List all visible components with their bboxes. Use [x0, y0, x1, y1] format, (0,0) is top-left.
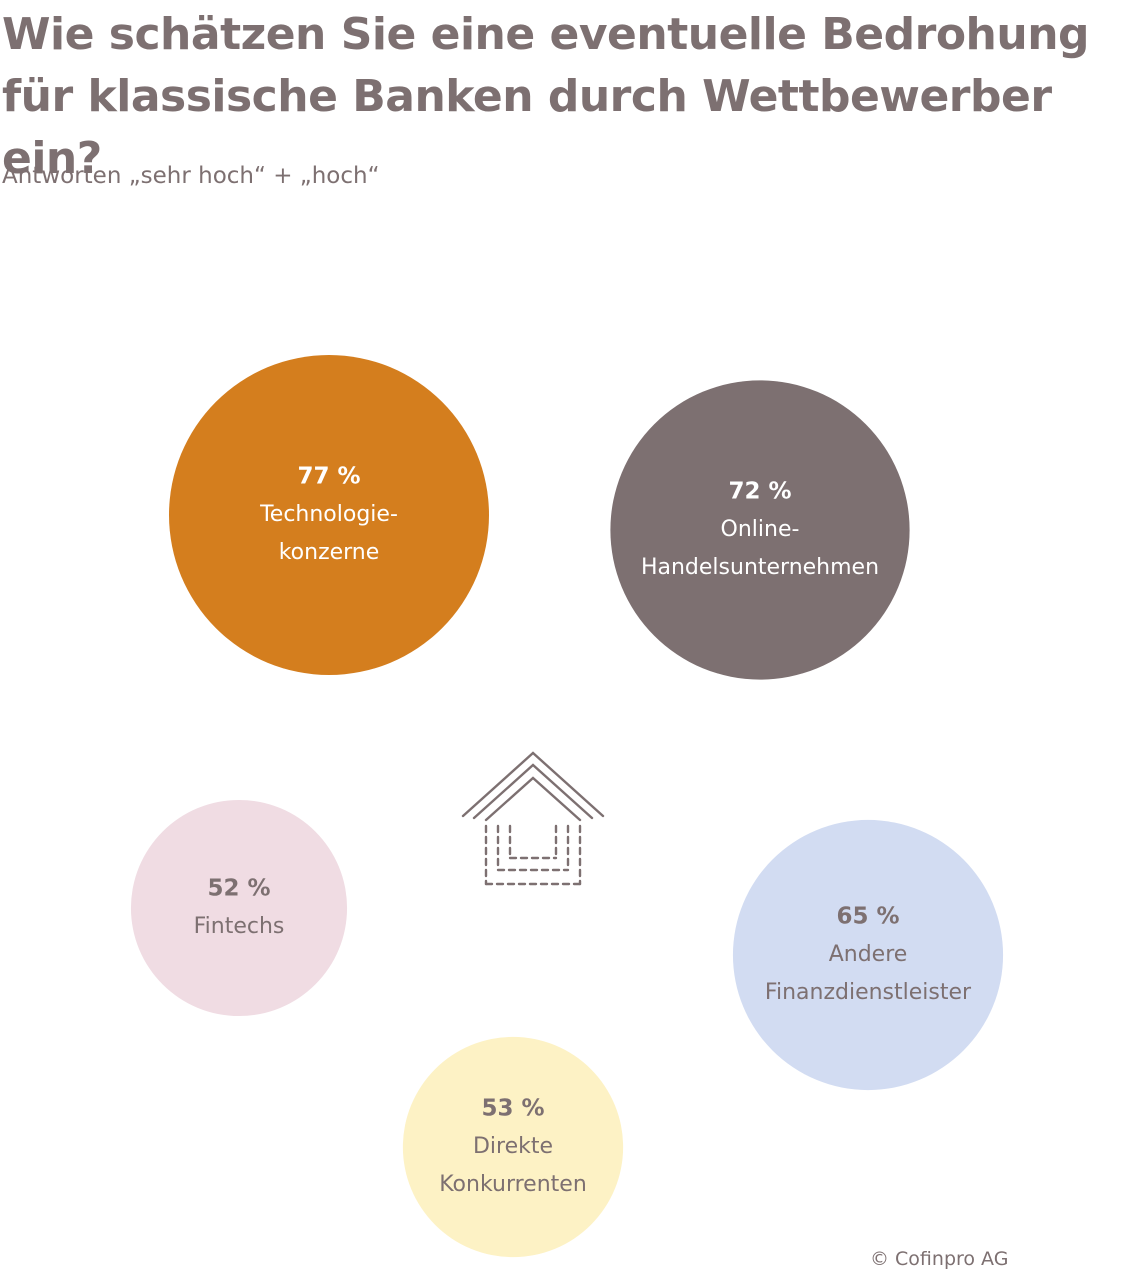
bubble-category-label-1-1: Handelsunternehmen [641, 555, 879, 580]
bubble-category-label-3-0: Andere [829, 942, 908, 967]
bubble-1: 72 % Online- Handelsunternehmen [610, 380, 910, 680]
bubble-0: 77 % Technologie-konzerne [169, 355, 489, 675]
bubble-value-label-1: 72 % [728, 479, 791, 505]
bubble-circle-4 [402, 1036, 624, 1258]
bubble-value-label-0: 77 % [297, 464, 360, 490]
bubble-value-label-2: 52 % [207, 876, 270, 902]
bubble-category-label-4-0: Direkte [473, 1134, 553, 1159]
chart-title-line-1: Wie schätzen Sie eine eventuelle Bedrohu… [2, 9, 1090, 60]
bubble-category-label-0-0: Technologie- [259, 502, 398, 527]
bubble-category-label-0-1: konzerne [279, 540, 380, 565]
copyright-credit: © Cofinpro AG [870, 1248, 1009, 1270]
bubble-category-label-1-0: Online- [721, 517, 800, 542]
bubble-value-label-4: 53 % [481, 1096, 544, 1122]
bank-house-icon [461, 751, 605, 886]
bubble-2: 52 % Fintechs [130, 799, 348, 1017]
bubble-category-label-2-0: Fintechs [194, 914, 285, 939]
bubble-category-label-3-1: Finanzdienstleister [765, 980, 972, 1005]
chart-subtitle: Antworten „sehr hoch“ + „hoch“ [2, 163, 380, 189]
bubble-category-label-4-1: Konkurrenten [439, 1172, 587, 1197]
bubble-value-label-3: 65 % [836, 904, 899, 930]
bubble-circle-2 [130, 799, 348, 1017]
bubble-4: 53 % Direkte Konkurrenten [402, 1036, 624, 1258]
bubble-circle-3 [732, 819, 1004, 1091]
bubble-circle-1 [610, 380, 910, 680]
bubble-circle-0 [169, 355, 489, 675]
chart-title: Wie schätzen Sie eine eventuelle Bedrohu… [2, 4, 1138, 190]
bubble-3: 65 % Andere Finanzdienstleister [732, 819, 1004, 1091]
chart-title-line-2: für klassische Banken durch Wettbewerber… [2, 71, 1052, 184]
